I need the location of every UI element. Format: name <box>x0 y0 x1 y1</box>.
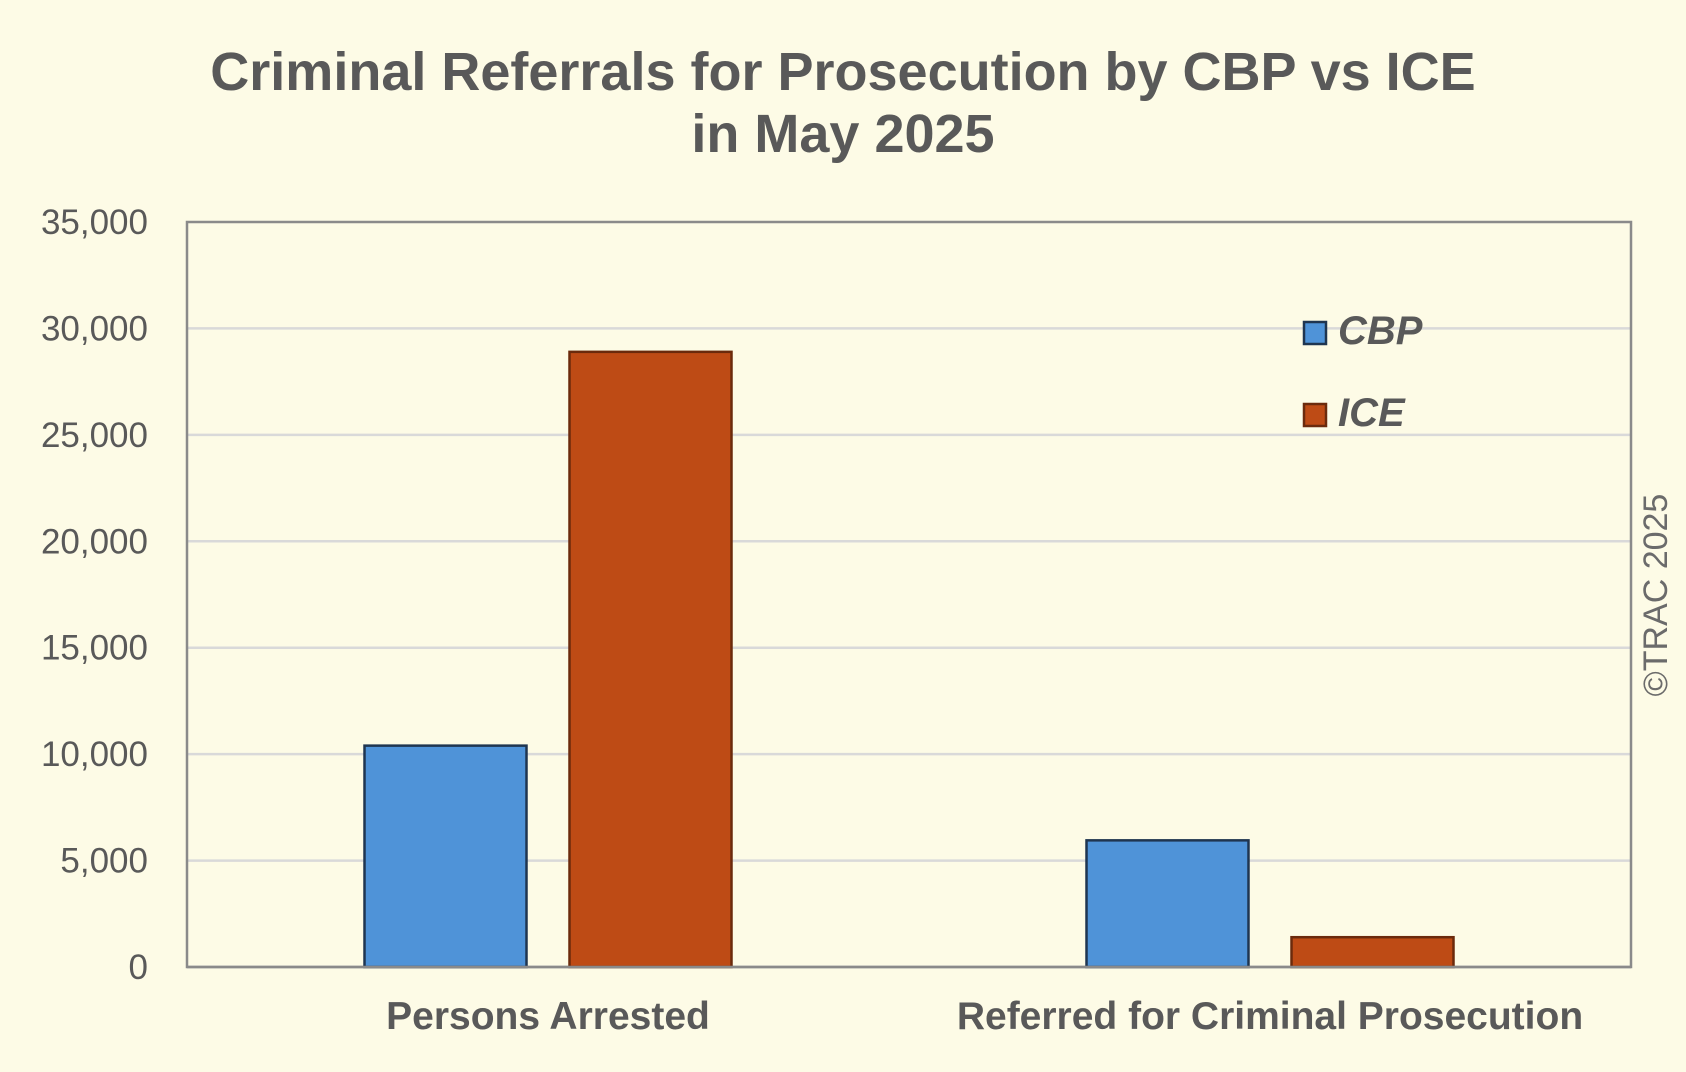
y-tick-label: 20,000 <box>41 522 148 561</box>
bar-ice-persons-arrested <box>568 350 733 969</box>
legend-swatch-cbp <box>1302 320 1328 346</box>
chart-title-line-2: in May 2025 <box>691 104 994 164</box>
y-tick-label: 10,000 <box>41 735 148 774</box>
y-tick-label: 15,000 <box>41 629 148 668</box>
chart-title-line-1: Criminal Referrals for Prosecution by CB… <box>210 42 1475 102</box>
bar-cbp-referred-for-criminal-prosecution <box>1085 839 1250 969</box>
y-tick-label: 35,000 <box>41 203 148 242</box>
x-axis-category-labels: Persons Arrested Referred for Criminal Pr… <box>386 995 1583 1038</box>
bar-cbp-persons-arrested <box>363 744 528 969</box>
bars <box>363 350 1455 969</box>
legend-swatch-ice <box>1302 402 1328 428</box>
copyright-notice: ©TRAC 2025 <box>1637 494 1675 697</box>
legend-label-ice: ICE <box>1338 391 1406 435</box>
plot-area-frame <box>185 220 1633 969</box>
y-axis-tick-labels: 0 5,000 10,000 15,000 20,000 25,000 30,000 35,0… <box>41 203 148 987</box>
y-tick-label: 30,000 <box>41 309 148 348</box>
chart-title: Criminal Referrals for Prosecution by CB… <box>210 42 1475 164</box>
category-label: Persons Arrested <box>386 995 710 1038</box>
bar-ice-referred-for-criminal-prosecution <box>1290 935 1455 969</box>
y-tick-label: 0 <box>129 948 148 987</box>
legend-label-cbp: CBP <box>1338 309 1423 353</box>
legend: CBP ICE <box>1302 309 1423 435</box>
y-tick-label: 5,000 <box>60 842 148 881</box>
category-label: Referred for Criminal Prosecution <box>957 995 1583 1038</box>
y-tick-label: 25,000 <box>41 416 148 455</box>
